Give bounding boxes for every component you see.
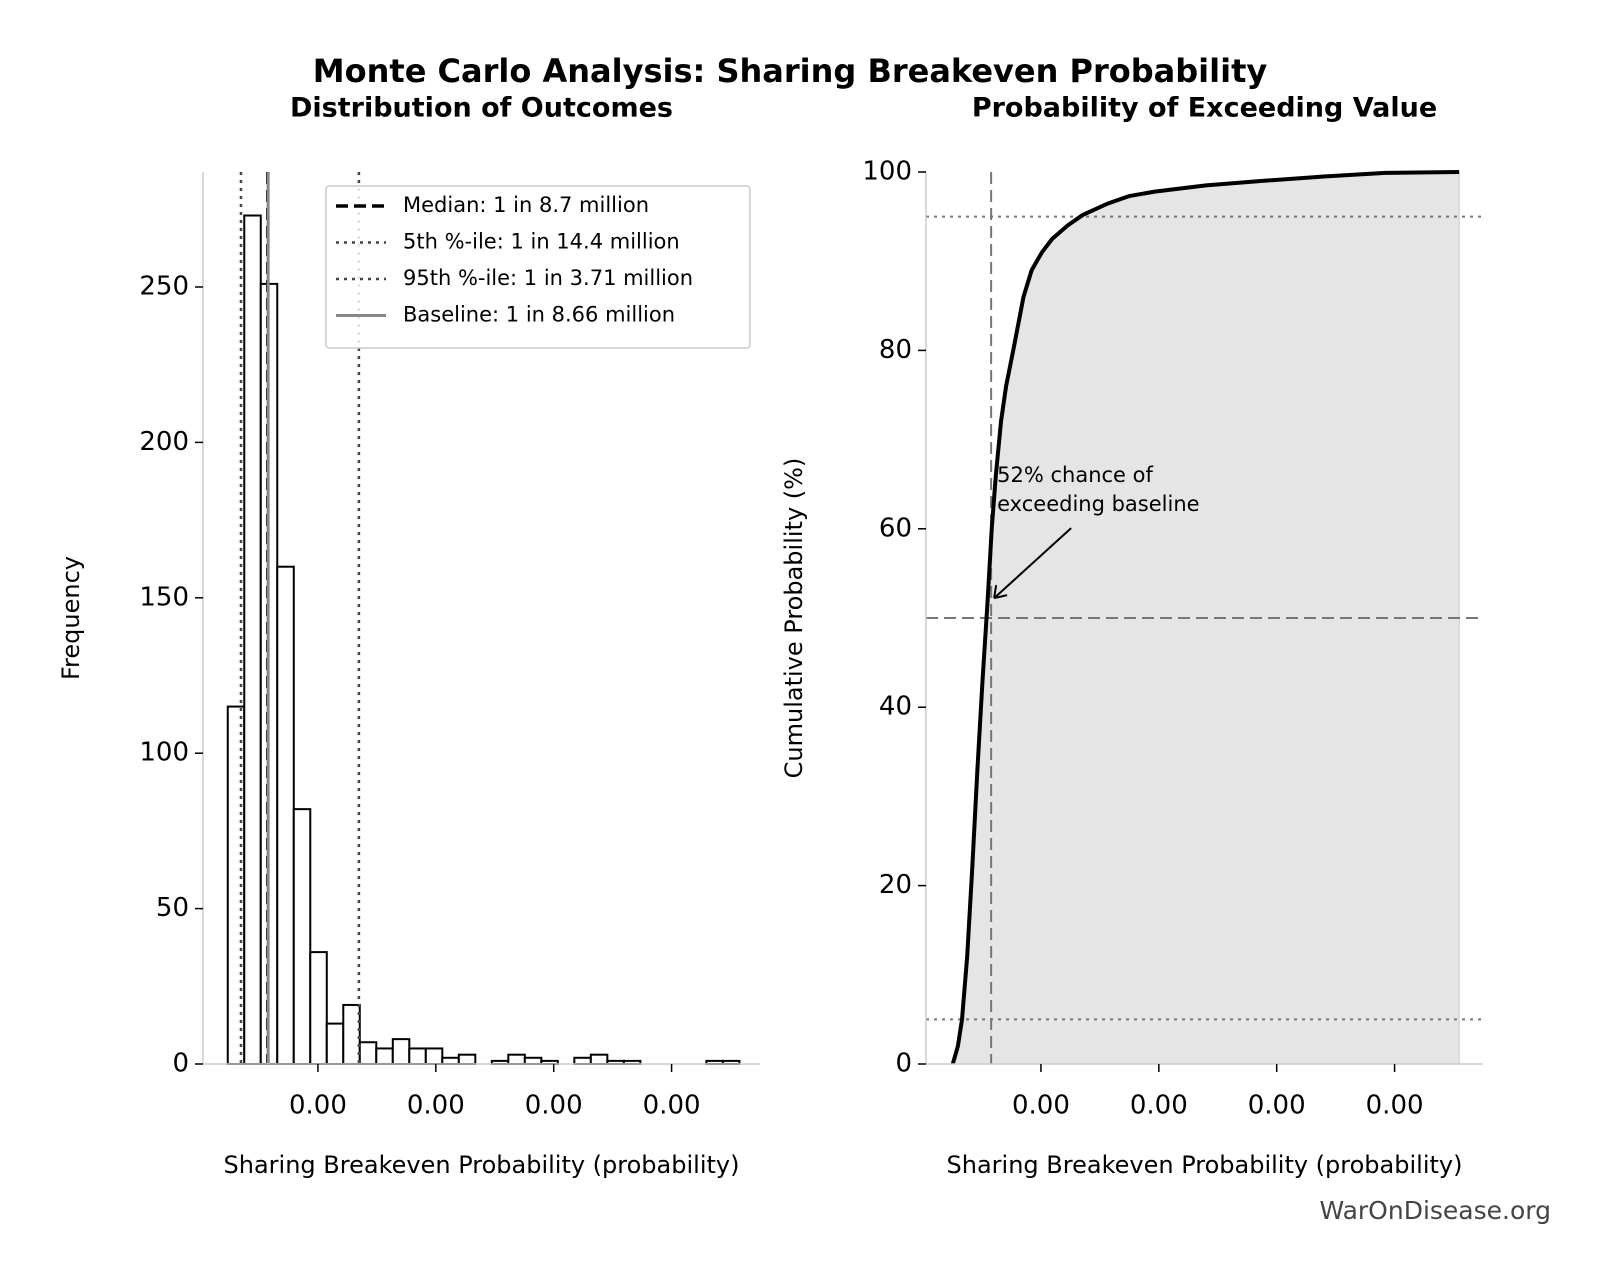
x-tick-label: 0.00 [525,1091,583,1121]
bar [441,1056,460,1065]
bar [523,1056,543,1065]
legend-label: Baseline: 1 in 8.66 million [403,303,675,327]
subplot-title: Probability of Exceeding Value [972,93,1437,124]
annotation-text: 52% chance of [997,463,1153,487]
x-tick-label: 0.00 [1366,1091,1424,1121]
bar [309,951,328,1066]
x-tick-label: 0.00 [643,1091,701,1121]
bar [507,1053,526,1065]
x-tick-label: 0.00 [1130,1091,1188,1121]
bar [243,214,262,1065]
y-axis-label: Cumulative Probability (%) [780,458,808,779]
y-tick-label: 20 [879,870,912,900]
watermark: WarOnDisease.org [1319,1196,1551,1225]
bar [408,1047,427,1066]
arrow-head [993,585,1008,600]
x-tick-label: 0.00 [407,1091,465,1121]
y-tick-label: 80 [879,335,912,365]
annotation-arrow [993,527,1072,599]
y-tick-label: 100 [862,157,912,187]
y-tick-label: 0 [172,1049,189,1079]
bar [276,565,295,1065]
y-tick-label: 100 [139,738,189,768]
annotation-text: exceeding baseline [997,492,1199,516]
cdf-line [950,170,1460,1065]
y-tick-label: 0 [895,1049,912,1079]
x-axis-label: Sharing Breakeven Probability (probabili… [947,1151,1463,1179]
bar [424,1047,444,1066]
bar [391,1038,411,1065]
bar [375,1047,394,1066]
legend-label: 95th %-ile: 1 in 3.71 million [403,266,693,290]
bar [573,1056,592,1065]
x-axis-label: Sharing Breakeven Probability (probabili… [224,1151,740,1179]
x-tick-label: 0.00 [289,1091,347,1121]
y-tick-label: 250 [139,271,189,301]
subplot-title: Distribution of Outcomes [290,93,673,124]
legend-label: Median: 1 in 8.7 million [403,193,649,217]
suptitle: Monte Carlo Analysis: Sharing Breakeven … [313,52,1268,90]
y-tick-label: 50 [156,893,189,923]
bar [342,1003,361,1066]
x-tick-label: 0.00 [1012,1091,1070,1121]
bar [589,1053,609,1065]
bar [292,808,312,1066]
y-tick-label: 60 [879,513,912,543]
legend-label: 5th %-ile: 1 in 14.4 million [403,230,680,254]
y-axis-label: Frequency [57,556,85,680]
y-tick-label: 40 [879,692,912,722]
bar [358,1041,378,1065]
legend-box [325,185,751,349]
y-tick-label: 150 [139,582,189,612]
x-tick-label: 0.00 [1248,1091,1306,1121]
bar [325,1022,345,1066]
y-tick-label: 200 [139,427,189,457]
bar [457,1053,477,1065]
